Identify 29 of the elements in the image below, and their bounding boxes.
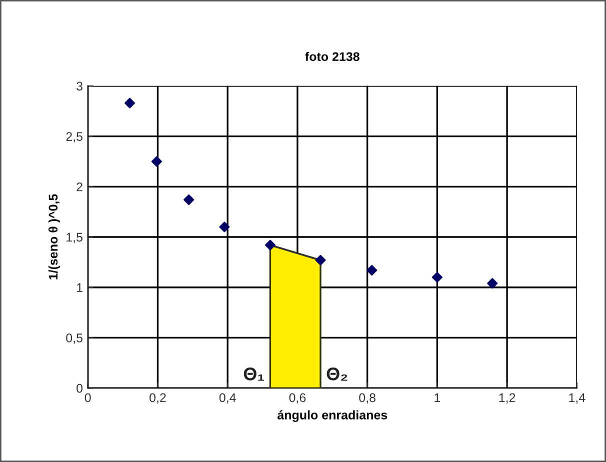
- point: [124, 98, 136, 108]
- annotation: Θ₂: [326, 368, 348, 381]
- x-tick-label: 0,4: [219, 393, 236, 404]
- y-tick-label: 0: [76, 384, 83, 393]
- annotation: Θ₁: [244, 368, 264, 381]
- y-tick-label: 0,5: [66, 334, 82, 344]
- point: [151, 156, 162, 167]
- point: [219, 222, 230, 232]
- x-tick-label: 1,4: [569, 393, 586, 404]
- x-tick-label: 0,6: [289, 393, 306, 404]
- point: [315, 254, 326, 266]
- point: [487, 278, 498, 289]
- point: [366, 264, 378, 276]
- point: [264, 240, 276, 250]
- y-tick-label: 3: [76, 82, 82, 91]
- x-tick-label: 0: [84, 393, 91, 402]
- y-tick-label: 1: [77, 283, 82, 292]
- y-tick-label: 2: [76, 182, 82, 192]
- point: [432, 272, 442, 283]
- y-tick-label: 2,5: [66, 132, 82, 142]
- x-axis-title: ángulo enradianes: [277, 410, 388, 422]
- point: [184, 194, 194, 206]
- x-tick-label: 0,8: [359, 393, 376, 404]
- y-tick-label: 1,5: [66, 232, 82, 244]
- y-axis-title: 1/(seno θ )^0,5: [48, 194, 60, 280]
- x-tick-label: 1,2: [499, 393, 516, 404]
- x-tick-label: 1: [434, 393, 440, 402]
- chart-title: foto 2138: [305, 52, 360, 62]
- x-tick-label: 0,2: [150, 393, 166, 404]
